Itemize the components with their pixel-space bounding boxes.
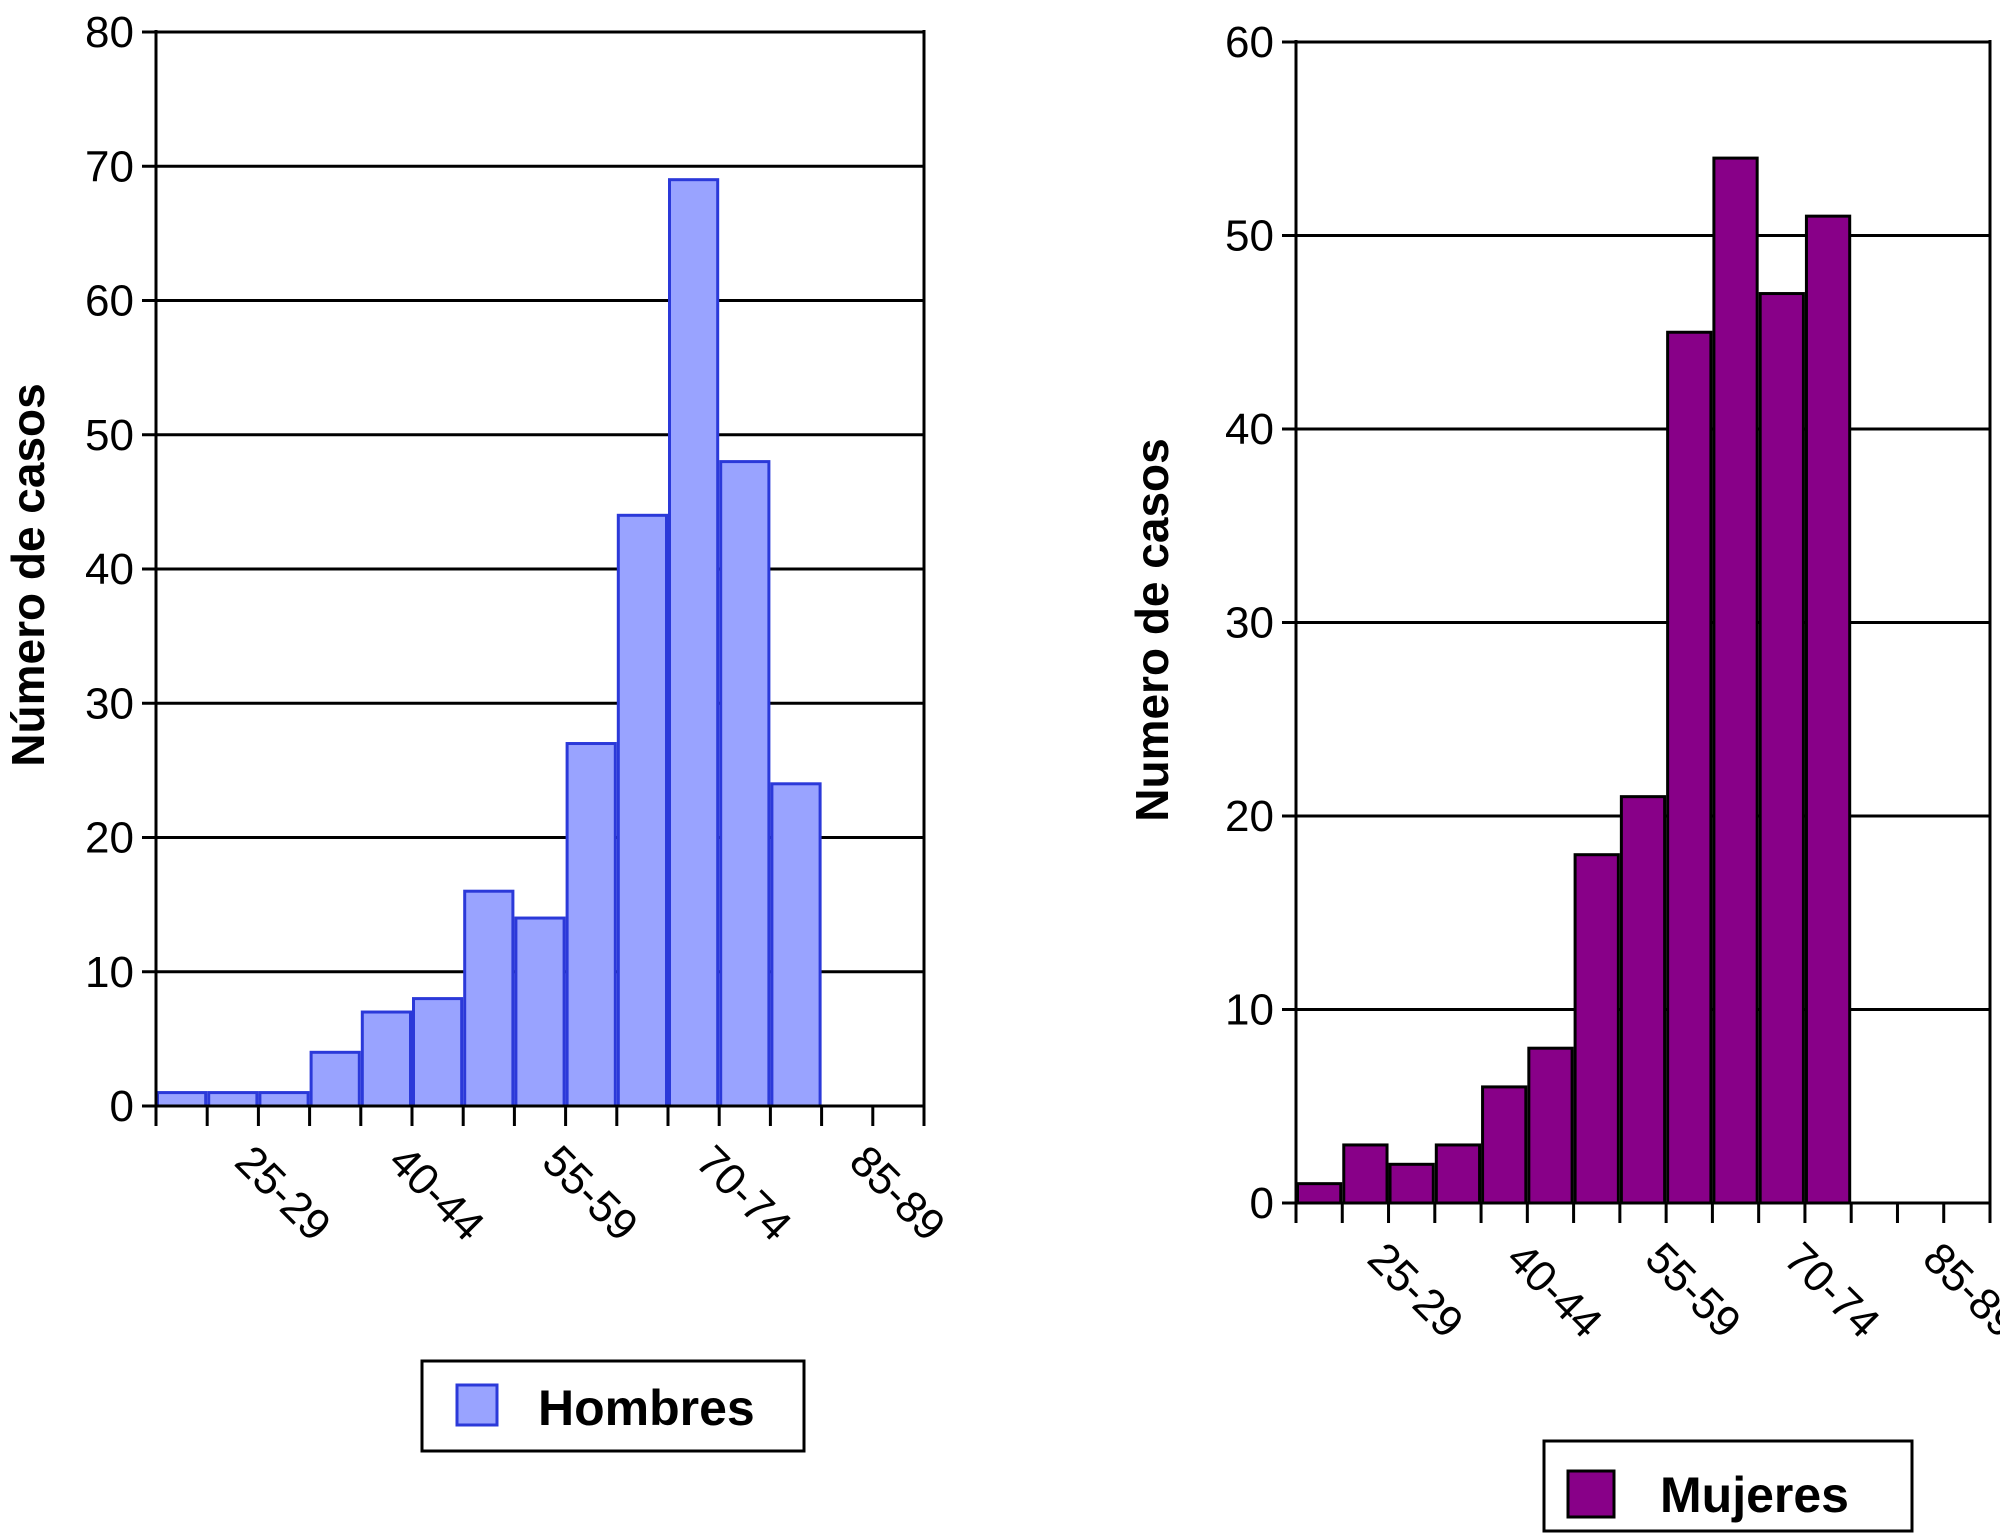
- chart-1-ytick-label: 40: [85, 545, 134, 594]
- chart-1-legend-swatch: [455, 1383, 499, 1427]
- chart-2-xtick-label: 85-89: [1914, 1233, 2000, 1347]
- chart-1-bar: [360, 1010, 412, 1108]
- chart-2-legend-label: Mujeres: [1660, 1467, 1849, 1523]
- chart-1-ytick-label: 80: [85, 8, 134, 57]
- chart-2-xtick-label: 40-44: [1497, 1233, 1611, 1347]
- chart-1-ytick-label: 20: [85, 814, 134, 863]
- chart-2-legend-swatch: [1566, 1469, 1616, 1519]
- chart-1-legend: Hombres: [420, 1359, 806, 1453]
- chart-2-group: 0 10 20 30 40 50 60 25-29 40-44 55-59 70-74 85-89 Nu…: [1126, 18, 2000, 1533]
- chart-1-bar: [770, 782, 822, 1108]
- chart-1-xtick-label: 70-74: [687, 1136, 801, 1250]
- chart-1-xtick-label: 55-59: [533, 1136, 647, 1250]
- chart-2-legend: Mujeres: [1542, 1439, 1914, 1533]
- chart-1-bar: [463, 889, 515, 1108]
- chart-2-bar: [1388, 1162, 1435, 1205]
- chart-1-bar: [412, 997, 464, 1108]
- chart-2-bar: [1296, 1182, 1343, 1205]
- chart-1-bar: [565, 742, 617, 1108]
- chart-1-bar: [309, 1050, 361, 1108]
- chart-1-xtick-label: 85-89: [840, 1136, 954, 1250]
- chart-1-ytick-label: 50: [85, 411, 134, 460]
- chart-2-bar: [1342, 1143, 1389, 1205]
- chart-1-bar: [156, 1091, 208, 1108]
- chart-2-xtick-label: 70-74: [1775, 1233, 1889, 1347]
- chart-2-bar: [1434, 1143, 1482, 1205]
- chart-1-legend-label: Hombres: [538, 1380, 755, 1436]
- chart-1-bar: [207, 1091, 259, 1108]
- chart-1-bar: [719, 460, 771, 1108]
- chart-1-xtick-label: 25-29: [226, 1136, 340, 1250]
- chart-1-ytick-label: 0: [110, 1082, 134, 1131]
- chart-1-ytick-label: 70: [85, 142, 134, 191]
- chart-2-ytick-label: 20: [1225, 792, 1274, 841]
- chart-2-ylabel: Numero de casos: [1126, 438, 1178, 821]
- chart-2-bar: [1712, 156, 1759, 1205]
- chart-2-ytick-label: 10: [1225, 986, 1274, 1035]
- chart-2-ytick-label: 60: [1225, 18, 1274, 67]
- chart-2-bar: [1758, 292, 1805, 1205]
- chart-1-bar: [668, 178, 720, 1108]
- chart-1-ytick-label: 60: [85, 277, 134, 326]
- chart-2-ytick-label: 40: [1225, 405, 1274, 454]
- chart-1-xtick-label: 40-44: [379, 1136, 493, 1250]
- chart-2-ytick-label: 50: [1225, 212, 1274, 261]
- chart-1-bar: [258, 1091, 310, 1108]
- chart-2-bar: [1804, 214, 1852, 1205]
- chart-1-ytick-label: 10: [85, 948, 134, 997]
- chart-2-bar: [1481, 1085, 1528, 1205]
- chart-2-bar: [1619, 795, 1667, 1205]
- chart-2-ytick-label: 30: [1225, 599, 1274, 648]
- chart-2-xtick-label: 55-59: [1636, 1233, 1750, 1347]
- chart-2-bar: [1573, 853, 1620, 1205]
- chart-2-xtick-label: 25-29: [1358, 1233, 1472, 1347]
- chart-1-ytick-label: 30: [85, 679, 134, 728]
- chart-2-ytick-label: 0: [1250, 1179, 1274, 1228]
- chart-2-bar: [1527, 1046, 1574, 1205]
- chart-2-bar: [1666, 330, 1713, 1205]
- chart-1-group: 0 10 20 30 40 50 60 70 80 25-29 40-44 55-59 70-74 85-…: [2, 8, 954, 1453]
- chart-1-bar: [616, 513, 668, 1108]
- chart-1-ylabel: Número de casos: [2, 383, 54, 766]
- chart-1-bar: [514, 916, 566, 1108]
